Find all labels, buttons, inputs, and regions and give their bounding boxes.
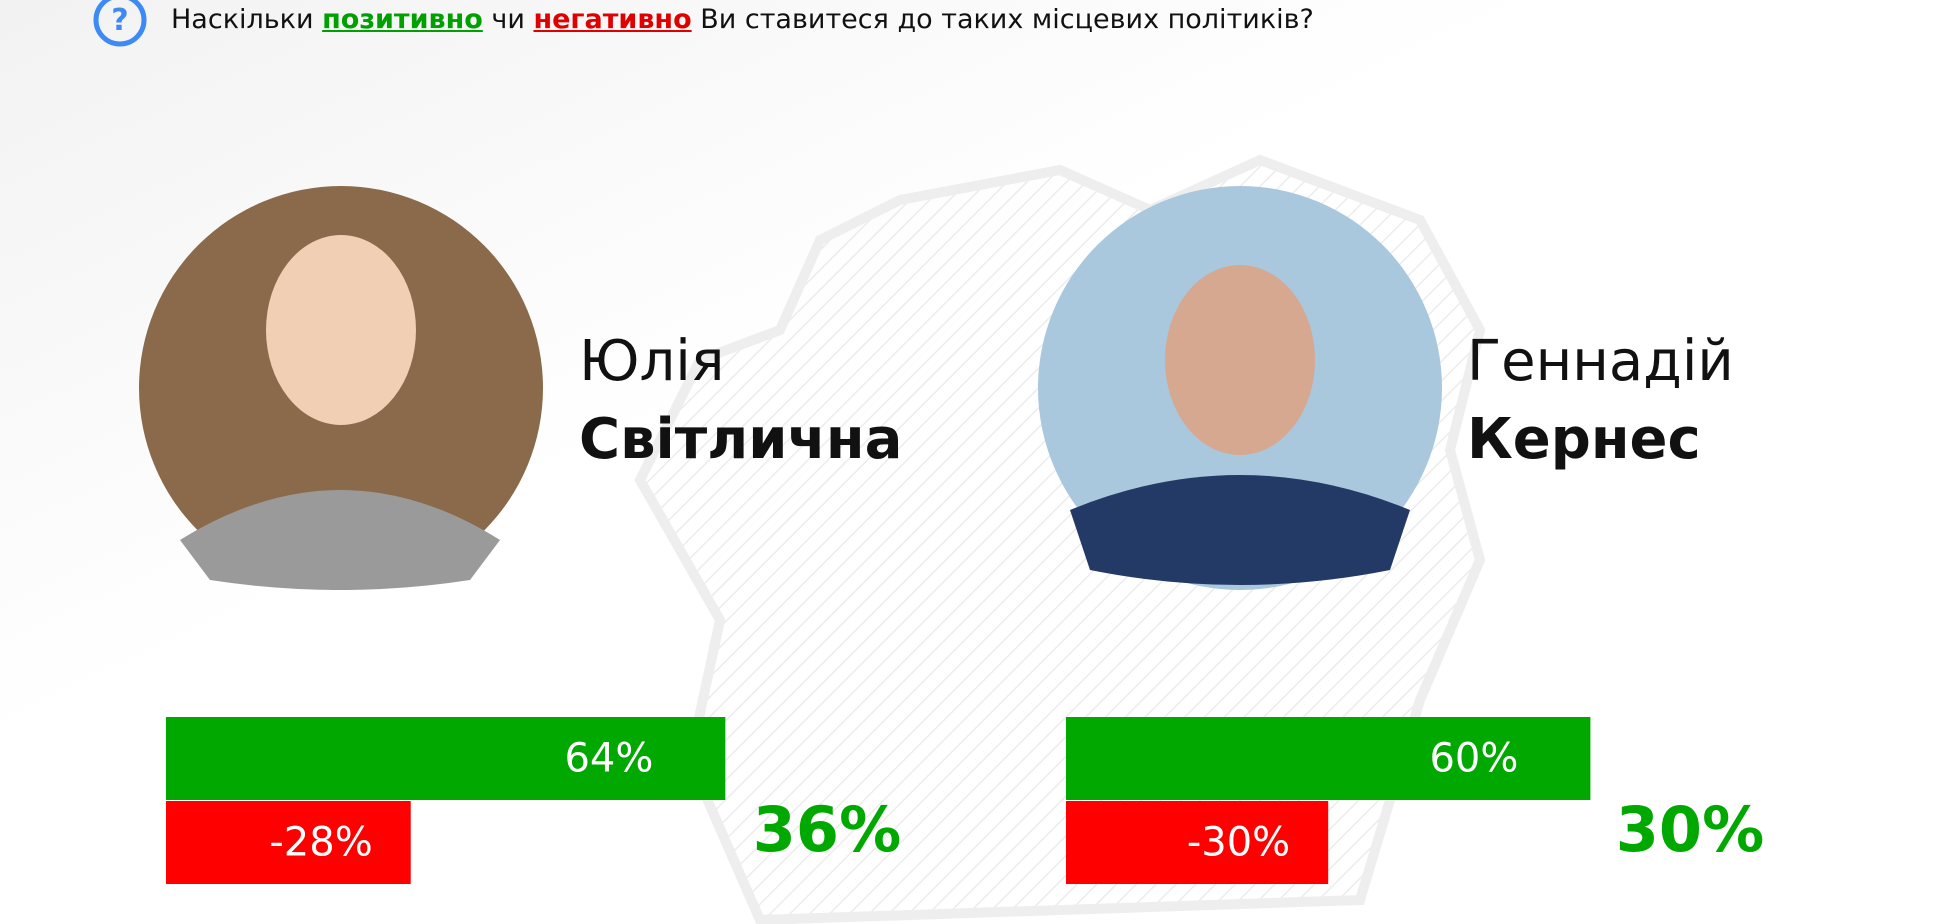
question-text: чи [482, 4, 534, 35]
first-name: Геннадій [1467, 329, 1734, 394]
value-label: -28% [269, 820, 372, 866]
photo-2 [1038, 186, 1442, 590]
question-icon [93, 0, 147, 47]
question-negative: негативно [533, 4, 692, 35]
value-label: 60% [1429, 736, 1518, 782]
net-rating: 36% [753, 793, 901, 866]
value-label: 64% [564, 736, 653, 782]
photo-1 [139, 186, 543, 590]
net-rating: 30% [1616, 793, 1764, 866]
bar [166, 801, 411, 884]
question: Наскільки позитивно чи негативно Ви став… [171, 4, 1314, 35]
value-label: -30% [1187, 820, 1290, 866]
question-text: Ви ставитеся до таких місцевих політиків… [691, 4, 1314, 35]
question-positive: позитивно [322, 4, 483, 35]
bar [1066, 801, 1329, 884]
first-name: Юлія [579, 329, 725, 394]
question-mark: ? [111, 3, 128, 38]
bar [1066, 717, 1591, 800]
question-text: Наскільки [171, 4, 323, 35]
last-name: Кернес [1467, 407, 1701, 472]
bar [166, 717, 726, 800]
last-name: Світлична [579, 407, 902, 472]
